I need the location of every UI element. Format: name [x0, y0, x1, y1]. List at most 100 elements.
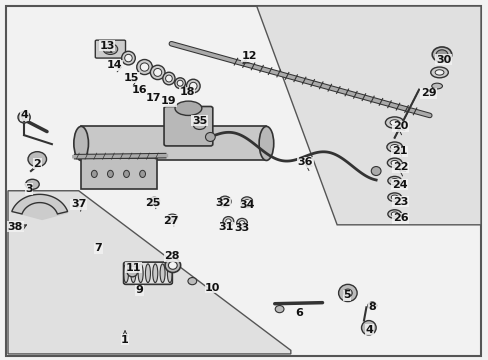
Ellipse shape [386, 158, 401, 167]
Text: 24: 24 [391, 180, 407, 190]
Ellipse shape [387, 210, 401, 219]
Ellipse shape [367, 302, 376, 309]
Ellipse shape [387, 176, 401, 185]
Ellipse shape [390, 161, 398, 165]
Text: 28: 28 [164, 251, 180, 261]
Text: 5: 5 [343, 291, 350, 301]
Ellipse shape [222, 199, 227, 204]
Text: 34: 34 [239, 200, 254, 210]
Text: 36: 36 [297, 157, 312, 167]
Text: 13: 13 [99, 41, 115, 50]
Ellipse shape [137, 59, 152, 75]
Ellipse shape [152, 264, 158, 283]
Ellipse shape [244, 199, 249, 205]
Ellipse shape [103, 44, 118, 54]
Ellipse shape [431, 83, 442, 89]
Ellipse shape [434, 70, 443, 75]
Ellipse shape [163, 72, 175, 85]
Ellipse shape [123, 264, 128, 283]
Ellipse shape [431, 47, 451, 62]
Ellipse shape [435, 50, 447, 59]
FancyBboxPatch shape [5, 6, 480, 356]
FancyBboxPatch shape [95, 40, 125, 58]
Ellipse shape [338, 284, 356, 302]
Ellipse shape [74, 126, 88, 161]
Text: 31: 31 [218, 222, 233, 232]
Ellipse shape [25, 179, 39, 189]
FancyBboxPatch shape [163, 107, 212, 146]
Ellipse shape [122, 51, 135, 65]
Ellipse shape [390, 179, 397, 183]
Ellipse shape [390, 212, 397, 216]
Text: 29: 29 [420, 88, 436, 98]
Ellipse shape [149, 197, 159, 204]
Ellipse shape [168, 261, 177, 269]
Ellipse shape [127, 266, 138, 277]
Text: 15: 15 [123, 73, 139, 83]
Ellipse shape [140, 170, 145, 177]
Ellipse shape [140, 63, 148, 71]
Ellipse shape [386, 142, 402, 152]
Ellipse shape [175, 101, 202, 116]
Polygon shape [12, 194, 67, 214]
Ellipse shape [225, 219, 231, 224]
Ellipse shape [107, 170, 113, 177]
Ellipse shape [165, 75, 172, 82]
Text: 19: 19 [161, 96, 176, 106]
Text: 9: 9 [136, 285, 143, 296]
Text: 23: 23 [392, 197, 407, 207]
Ellipse shape [174, 78, 185, 89]
Text: 20: 20 [392, 121, 407, 131]
Ellipse shape [167, 264, 172, 283]
Text: 37: 37 [71, 199, 86, 210]
Ellipse shape [390, 195, 397, 199]
Ellipse shape [430, 67, 447, 78]
Text: 7: 7 [94, 243, 102, 253]
Ellipse shape [219, 196, 231, 207]
Ellipse shape [18, 112, 30, 123]
Ellipse shape [160, 264, 165, 283]
Text: 35: 35 [192, 116, 207, 126]
Ellipse shape [390, 144, 398, 149]
Text: 38: 38 [8, 222, 23, 231]
Ellipse shape [239, 221, 244, 225]
Ellipse shape [275, 306, 284, 313]
Text: 4: 4 [20, 111, 28, 121]
Text: 16: 16 [132, 85, 147, 95]
FancyBboxPatch shape [81, 158, 157, 189]
Ellipse shape [389, 120, 399, 126]
Text: 8: 8 [367, 302, 375, 312]
Text: 17: 17 [145, 93, 161, 103]
Text: 2: 2 [33, 159, 41, 169]
Ellipse shape [28, 152, 46, 167]
Ellipse shape [145, 264, 150, 283]
Text: 32: 32 [214, 198, 230, 208]
Ellipse shape [138, 264, 143, 283]
FancyBboxPatch shape [81, 126, 266, 160]
Ellipse shape [361, 320, 375, 335]
Text: 10: 10 [204, 283, 220, 293]
Text: 3: 3 [25, 184, 33, 194]
Ellipse shape [193, 122, 205, 130]
Ellipse shape [187, 278, 196, 285]
Text: 30: 30 [435, 55, 450, 65]
Ellipse shape [370, 167, 380, 176]
Text: 18: 18 [179, 87, 194, 97]
Text: 6: 6 [295, 309, 303, 318]
Text: 22: 22 [392, 162, 407, 172]
Ellipse shape [186, 79, 200, 93]
Text: 1: 1 [121, 334, 129, 345]
Text: 14: 14 [106, 60, 122, 70]
Ellipse shape [153, 68, 162, 76]
Text: 26: 26 [392, 213, 407, 223]
Ellipse shape [123, 170, 129, 177]
Polygon shape [256, 6, 480, 225]
Polygon shape [8, 191, 290, 354]
Ellipse shape [91, 170, 97, 177]
Text: 25: 25 [145, 198, 160, 208]
Ellipse shape [164, 258, 180, 273]
Ellipse shape [205, 132, 215, 141]
Ellipse shape [189, 82, 197, 90]
Ellipse shape [166, 214, 177, 221]
Ellipse shape [343, 289, 351, 297]
